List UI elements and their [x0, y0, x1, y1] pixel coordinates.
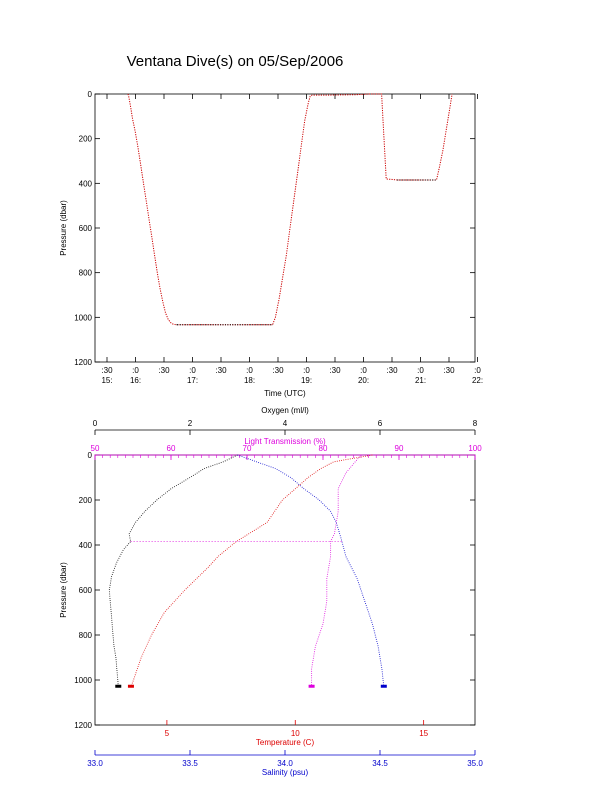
profile-series [108, 454, 387, 688]
oxygen-axis-label: Oxygen (ml/l) [261, 406, 309, 415]
oxygen-tick-label: 2 [188, 419, 193, 428]
temperature-bottom-marker [127, 684, 134, 688]
ts-x-tick-label: :0 [189, 366, 196, 375]
timeseries-y-ticks: 0 200 400 600 800 1000 1200 [74, 90, 475, 367]
ts-x-tick-label: :30 [101, 366, 113, 375]
ts-x-tick-label: :30 [215, 366, 227, 375]
timeseries-x-label: Time (UTC) [264, 389, 306, 398]
ts-y-tick-label: 1000 [74, 313, 92, 322]
light-tick-label: 80 [319, 444, 328, 453]
pressure-trace [127, 93, 453, 326]
ts-x-hour-label: 21: [415, 376, 426, 385]
salinity-profile [237, 454, 385, 687]
ts-y-tick-label: 800 [79, 269, 93, 278]
ts-x-hour-label: 15: [101, 376, 112, 385]
salinity-tick-label: 35.0 [467, 759, 483, 768]
ts-x-hour-label: 20: [358, 376, 369, 385]
ts-x-tick-label: :30 [158, 366, 170, 375]
page-title: Ventana Dive(s) on 05/Sep/2006 [127, 53, 344, 70]
pr-y-tick-label: 400 [79, 541, 93, 550]
light-tick-label: 70 [243, 444, 252, 453]
oxygen-tick-label: 8 [473, 419, 478, 428]
light-tick-label: 90 [395, 444, 404, 453]
light-tick-label: 50 [91, 444, 100, 453]
timeseries-trace [127, 93, 453, 326]
ts-x-tick-label: :30 [329, 366, 341, 375]
pr-y-tick-label: 1200 [74, 721, 92, 730]
salinity-tick-label: 33.5 [182, 759, 198, 768]
oxygen-tick-label: 6 [378, 419, 383, 428]
ts-x-hour-label: 22: [472, 376, 483, 385]
salinity-axis-label: Salinity (psu) [262, 768, 309, 777]
ts-y-tick-label: 200 [79, 135, 93, 144]
ts-x-tick-label: :0 [303, 366, 310, 375]
light-tick-label: 60 [167, 444, 176, 453]
profile-frame [94, 454, 476, 726]
ts-x-hour-label: 19: [301, 376, 312, 385]
salinity-tick-label: 33.0 [87, 759, 103, 768]
ts-x-hour-label: 18: [244, 376, 255, 385]
pr-y-tick-label: 0 [88, 451, 93, 460]
oxygen-bottom-marker [115, 684, 122, 688]
temperature-tick-label: 15 [419, 729, 428, 738]
light-tick-label: 100 [468, 444, 482, 453]
salinity-tick-label: 34.0 [277, 759, 293, 768]
salinity-tick-label: 34.5 [372, 759, 388, 768]
profile-y-label: Pressure (dbar) [59, 562, 68, 618]
ts-x-tick-label: :30 [272, 366, 284, 375]
temperature-axis-label: Temperature (C) [256, 738, 315, 747]
oxygen-tick-label: 4 [283, 419, 288, 428]
profile-plot: 0 200 400 600 800 1000 1200 0 2 4 6 8 50 60 70 80 90 100… [59, 406, 483, 777]
pr-y-tick-label: 200 [79, 496, 93, 505]
pr-y-tick-label: 1000 [74, 676, 92, 685]
ts-y-tick-label: 1200 [74, 358, 92, 367]
ts-x-tick-label: :0 [360, 366, 367, 375]
timeseries-x-ticks: :3015::016::30:017::30:018::30:019::30:0… [101, 94, 483, 385]
pr-y-tick-label: 800 [79, 631, 93, 640]
temperature-profile [130, 454, 373, 687]
ts-y-tick-label: 600 [79, 224, 93, 233]
timeseries-y-label: Pressure (dbar) [59, 200, 68, 256]
light-bottom-marker [308, 684, 315, 688]
ts-y-tick-label: 0 [88, 90, 93, 99]
light-transmission-axis-label: Light Transmission (%) [244, 437, 326, 446]
timeseries-frame [94, 93, 476, 363]
profile-extra-axes: 0 2 4 6 8 50 60 70 80 90 100 5 10 15 33.0 33.5 34.0 34.5 3… [87, 419, 483, 768]
ts-x-tick-label: :0 [246, 366, 253, 375]
profile-y-ticks: 0 200 400 600 800 1000 1200 [74, 451, 475, 730]
ts-x-tick-label: :30 [443, 366, 455, 375]
temperature-tick-label: 10 [291, 729, 300, 738]
salinity-bottom-marker [380, 684, 387, 688]
light-profile [311, 454, 362, 687]
ts-x-hour-label: 17: [187, 376, 198, 385]
ts-x-tick-label: :30 [386, 366, 398, 375]
ts-x-tick-label: :0 [132, 366, 139, 375]
temperature-tick-label: 5 [165, 729, 170, 738]
ts-x-tick-label: :0 [417, 366, 424, 375]
pr-y-tick-label: 600 [79, 586, 93, 595]
oxygen-profile [108, 454, 238, 687]
ts-y-tick-label: 400 [79, 179, 93, 188]
oxygen-tick-label: 0 [93, 419, 98, 428]
ts-x-tick-label: :0 [474, 366, 481, 375]
ts-x-hour-label: 16: [130, 376, 141, 385]
